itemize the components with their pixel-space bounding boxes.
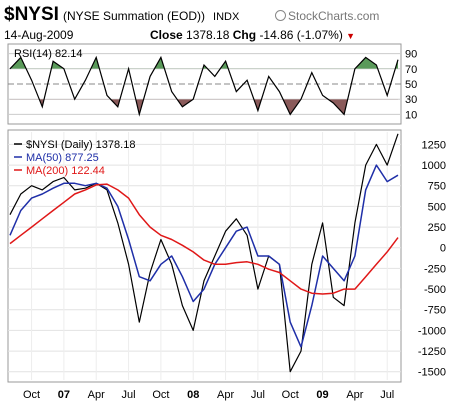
rsi-level-label: 10: [405, 109, 417, 121]
price-series-line: [9, 133, 399, 373]
exchange: INDX: [213, 11, 240, 23]
y-tick-label: -250: [424, 263, 446, 275]
y-tick-label: -1250: [418, 346, 446, 358]
chg-value: -14.86 (-1.07%): [259, 28, 343, 42]
rsi-level-label: 70: [405, 64, 417, 76]
rsi-line: [9, 55, 399, 117]
y-tick-label: -1500: [418, 367, 446, 379]
down-arrow-icon: ▼: [346, 31, 356, 41]
x-tick-label: 08: [187, 389, 199, 401]
symbol: $NYSI: [4, 4, 59, 25]
ma200-series-line: [9, 183, 399, 295]
chart-header: $NYSI (NYSE Summation (EOD)) INDX StockCh…: [0, 0, 459, 44]
quote-info: Close 1378.18 Chg -14.86 (-1.07%) ▼: [150, 28, 355, 42]
rsi-level-label: 90: [405, 49, 417, 61]
x-tick-label: Oct: [23, 389, 40, 401]
y-tick-label: 0: [440, 243, 446, 255]
y-tick-label: 250: [428, 222, 446, 234]
brand-logo[interactable]: StockCharts.com: [275, 9, 379, 23]
main-panel: [7, 129, 402, 383]
x-tick-label: Jul: [380, 389, 394, 401]
legend-ma200: MA(200) 122.44: [26, 165, 105, 177]
y-tick-label: 1000: [422, 160, 446, 172]
x-tick-label: Oct: [152, 389, 169, 401]
x-tick-label: Apr: [217, 389, 234, 401]
y-tick-label: -750: [424, 305, 446, 317]
x-tick-label: 09: [316, 389, 328, 401]
close-label: Close: [150, 28, 183, 42]
x-tick-label: Apr: [346, 389, 363, 401]
y-tick-label: -1000: [418, 325, 446, 337]
brand-name: StockCharts.com: [288, 9, 380, 23]
quote-date: 14-Aug-2009: [4, 28, 74, 42]
close-value: 1378.18: [186, 28, 230, 42]
x-tick-label: Jul: [251, 389, 265, 401]
y-tick-label: 1250: [422, 139, 446, 151]
legend-ma50: MA(50) 877.25: [26, 152, 99, 164]
name-text: (NYSE Summation (EOD)): [63, 9, 206, 23]
stockcharts-logo-icon: [275, 10, 286, 21]
ma50-series-line: [9, 164, 399, 348]
symbol-name: (NYSE Summation (EOD)) INDX: [63, 9, 239, 23]
rsi-level-label: 50: [405, 79, 417, 91]
x-tick-label: 07: [58, 389, 70, 401]
legend-price: $NYSI (Daily) 1378.18: [26, 139, 135, 151]
x-tick-label: Jul: [122, 389, 136, 401]
rsi-label: RSI(14) 82.14: [14, 48, 82, 60]
y-tick-label: -500: [424, 284, 446, 296]
chg-label: Chg: [232, 28, 257, 42]
rsi-level-label: 30: [405, 94, 417, 106]
x-tick-label: Oct: [282, 389, 299, 401]
x-tick-label: Apr: [88, 389, 105, 401]
y-tick-label: 750: [428, 181, 446, 193]
y-tick-label: 500: [428, 201, 446, 213]
